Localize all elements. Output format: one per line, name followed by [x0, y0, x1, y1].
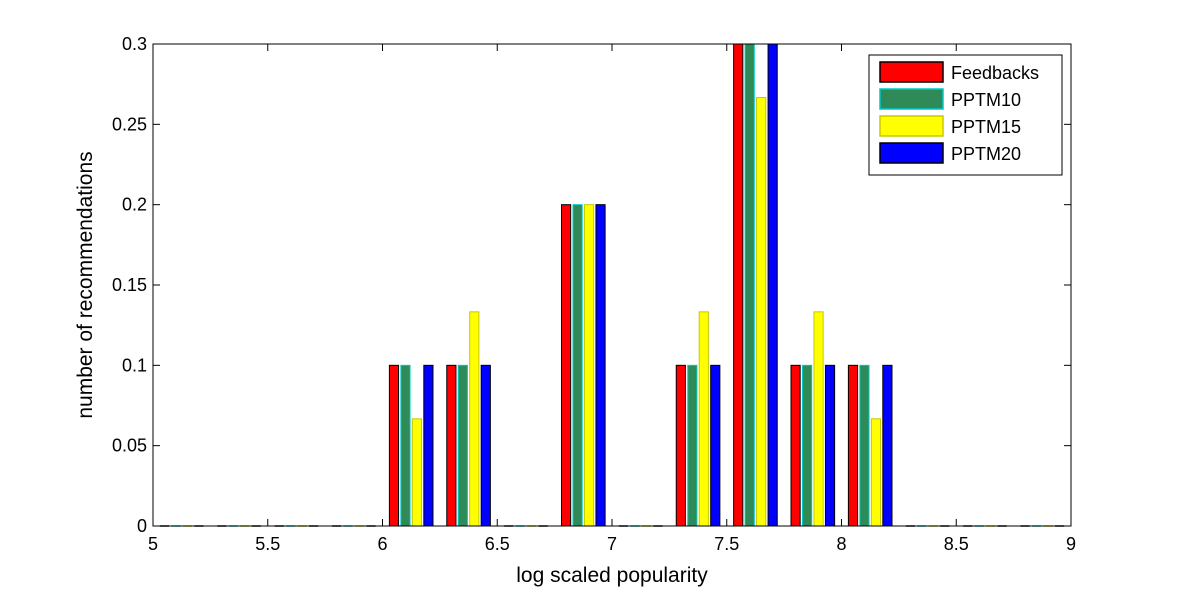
x-tick-label: 8 [836, 534, 846, 554]
legend-label-pptm20: PPTM20 [951, 144, 1021, 164]
legend-swatch-pptm20 [879, 142, 944, 164]
bar-pptm15-4 [411, 418, 423, 527]
bar-pptm15-10 [756, 97, 767, 527]
legend-swatch-pptm15 [879, 115, 944, 137]
bar-pptm15-7 [583, 204, 595, 527]
y-tick-label: 0.2 [122, 195, 147, 215]
legend-label-pptm10: PPTM10 [951, 90, 1021, 110]
bar-feedbacks-12 [847, 364, 859, 527]
y-tick-label: 0 [137, 516, 147, 536]
bar-pptm15-9 [698, 311, 709, 527]
y-axis: 0 0.05 0.1 0.15 0.2 0.25 0.3 [112, 34, 1071, 536]
x-tick-label: 6.5 [485, 534, 510, 554]
x-tick-label: 7 [607, 534, 617, 554]
bar-pptm10-4 [400, 364, 411, 527]
legend-label-feedbacks: Feedbacks [951, 63, 1039, 83]
bar-pptm15-11 [813, 311, 824, 527]
bar-pptm10-7 [572, 204, 583, 527]
bar-pptm20-5 [480, 364, 491, 527]
bar-pptm20-11 [824, 364, 836, 527]
bar-pptm20-12 [882, 364, 893, 527]
bar-feedbacks-4 [388, 364, 400, 527]
y-axis-label: number of recommendations [74, 151, 97, 418]
x-tick-label: 9 [1066, 534, 1076, 554]
bar-feedbacks-5 [446, 364, 457, 527]
x-tick-label: 5.5 [255, 534, 280, 554]
bar-pptm10-10 [744, 43, 755, 527]
legend-swatch-pptm10 [879, 88, 944, 110]
bar-feedbacks-11 [790, 364, 801, 527]
bar-pptm10-9 [687, 364, 698, 527]
bar-pptm20-10 [767, 43, 778, 527]
bar-pptm10-11 [801, 364, 813, 527]
legend: Feedbacks PPTM10 PPTM15 PPTM20 [868, 54, 1063, 176]
x-tick-label: 8.5 [944, 534, 969, 554]
bar-feedbacks-7 [561, 204, 572, 527]
x-axis: 5 5.5 6 6.5 7 7.5 8 8.5 9 [148, 44, 1076, 554]
bar-pptm20-9 [710, 364, 721, 527]
bar-pptm15-12 [870, 418, 882, 527]
bar-pptm20-4 [423, 364, 434, 527]
y-tick-label: 0.15 [112, 275, 147, 295]
bar-pptm20-7 [595, 204, 606, 527]
x-axis-label: log scaled popularity [516, 564, 708, 587]
x-tick-label: 6 [377, 534, 387, 554]
bars-layer [159, 43, 1065, 527]
bar-pptm15-5 [469, 311, 480, 527]
bar-feedbacks-10 [733, 43, 744, 527]
y-tick-label: 0.05 [112, 436, 147, 456]
y-tick-label: 0.1 [122, 355, 147, 375]
x-tick-label: 5 [148, 534, 158, 554]
bar-pptm10-5 [457, 364, 468, 527]
bar-feedbacks-9 [675, 364, 686, 527]
y-tick-label: 0.25 [112, 114, 147, 134]
legend-swatch-feedbacks [879, 61, 944, 83]
x-tick-label: 7.5 [714, 534, 739, 554]
bar-pptm10-12 [859, 364, 870, 527]
y-tick-label: 0.3 [122, 34, 147, 54]
legend-label-pptm15: PPTM15 [951, 117, 1021, 137]
